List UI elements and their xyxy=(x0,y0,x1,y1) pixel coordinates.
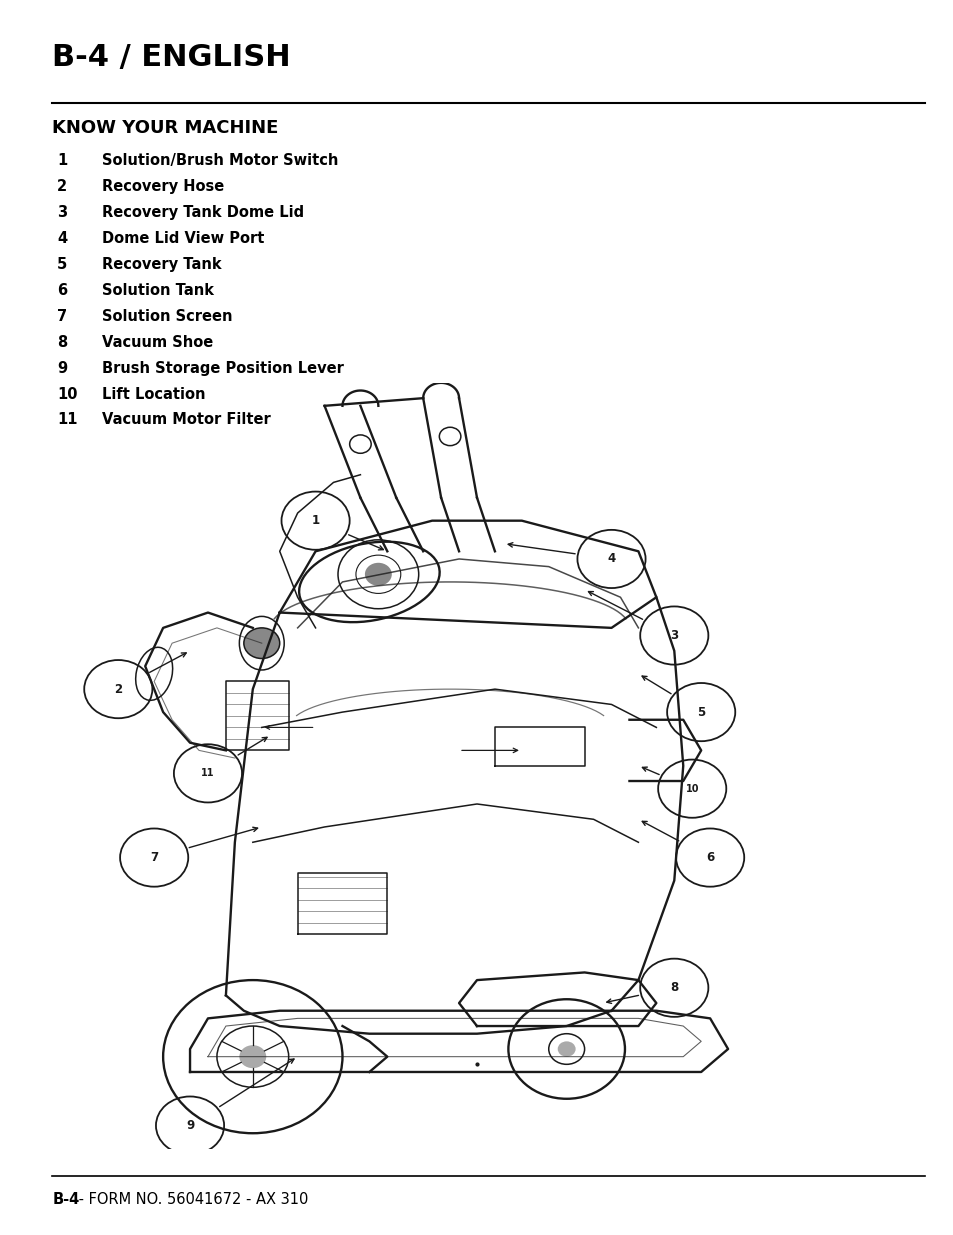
Text: 4: 4 xyxy=(57,231,68,246)
Text: 7: 7 xyxy=(150,851,158,864)
Text: Brush Storage Position Lever: Brush Storage Position Lever xyxy=(102,361,344,375)
Text: 8: 8 xyxy=(57,335,68,350)
Text: B-4 / ENGLISH: B-4 / ENGLISH xyxy=(52,43,291,72)
Text: 10: 10 xyxy=(57,387,77,401)
Text: Recovery Tank Dome Lid: Recovery Tank Dome Lid xyxy=(102,205,304,220)
Text: 3: 3 xyxy=(57,205,68,220)
Text: 1: 1 xyxy=(57,153,68,168)
Text: 11: 11 xyxy=(201,768,214,778)
Circle shape xyxy=(558,1041,575,1057)
Text: 11: 11 xyxy=(57,412,77,427)
Text: 9: 9 xyxy=(186,1119,194,1132)
Text: Dome Lid View Port: Dome Lid View Port xyxy=(102,231,264,246)
Text: Solution Tank: Solution Tank xyxy=(102,283,213,298)
Text: 4: 4 xyxy=(607,552,615,566)
Text: 3: 3 xyxy=(670,629,678,642)
Text: 10: 10 xyxy=(685,784,699,794)
Text: Lift Location: Lift Location xyxy=(102,387,205,401)
Circle shape xyxy=(364,563,392,585)
Text: 9: 9 xyxy=(57,361,68,375)
Text: 6: 6 xyxy=(57,283,68,298)
Text: 8: 8 xyxy=(669,982,678,994)
Text: 7: 7 xyxy=(57,309,68,324)
Text: Recovery Hose: Recovery Hose xyxy=(102,179,224,194)
Text: Solution/Brush Motor Switch: Solution/Brush Motor Switch xyxy=(102,153,338,168)
Text: KNOW YOUR MACHINE: KNOW YOUR MACHINE xyxy=(52,119,278,137)
Text: Recovery Tank: Recovery Tank xyxy=(102,257,221,272)
Text: 5: 5 xyxy=(57,257,68,272)
Text: 2: 2 xyxy=(57,179,68,194)
Text: Vacuum Motor Filter: Vacuum Motor Filter xyxy=(102,412,271,427)
Text: 2: 2 xyxy=(114,683,122,695)
Text: 1: 1 xyxy=(312,514,319,527)
Text: 6: 6 xyxy=(705,851,714,864)
Circle shape xyxy=(239,1045,266,1068)
Text: B-4: B-4 xyxy=(52,1192,80,1207)
Text: Solution Screen: Solution Screen xyxy=(102,309,233,324)
Text: 5: 5 xyxy=(697,705,704,719)
Text: - FORM NO. 56041672 - AX 310: - FORM NO. 56041672 - AX 310 xyxy=(74,1192,309,1207)
Circle shape xyxy=(244,627,279,658)
Text: Vacuum Shoe: Vacuum Shoe xyxy=(102,335,213,350)
